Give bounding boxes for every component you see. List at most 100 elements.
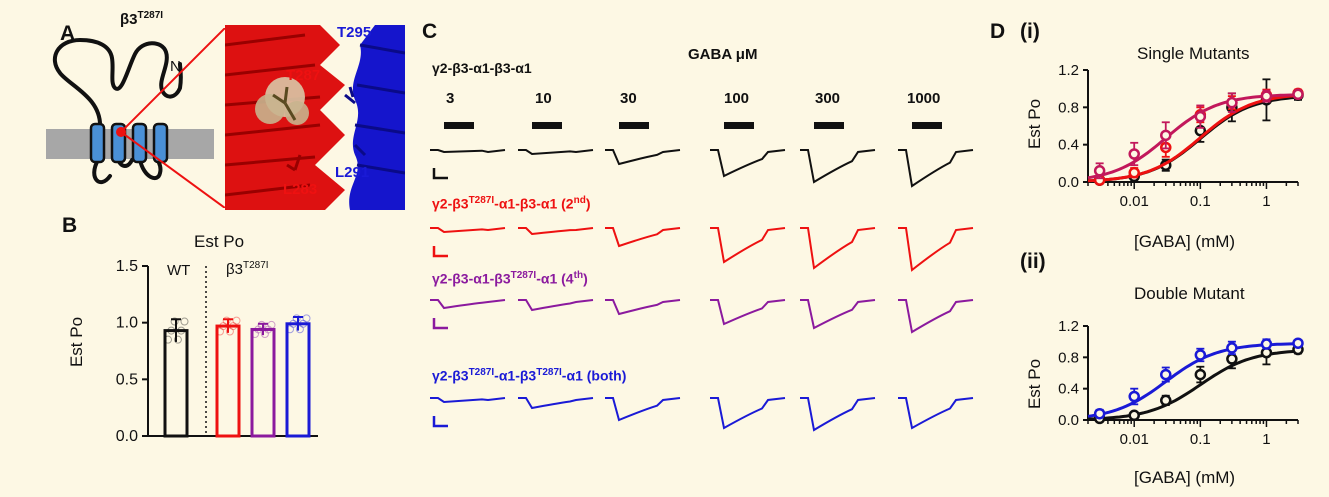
y-tick-label: 0.5 [116, 371, 138, 388]
x-tick-label: 0.01 [1120, 193, 1149, 210]
data-point [1160, 129, 1172, 142]
concentration-label: 30 [620, 90, 637, 107]
y-tick-label: 0.0 [116, 428, 138, 445]
current-trace [605, 299, 681, 316]
receptor-topology-diagram [46, 28, 225, 208]
concentration-label: 3 [446, 90, 455, 107]
current-trace [800, 227, 876, 270]
data-point [1194, 110, 1207, 123]
data-point [292, 314, 301, 323]
panel-label-c: C [422, 20, 438, 43]
current-trace [898, 227, 974, 272]
data-point [302, 314, 311, 323]
y-tick-label: 1.2 [1058, 320, 1079, 335]
current-trace [605, 227, 681, 248]
data-point [295, 325, 304, 334]
data-point [289, 319, 298, 328]
panel-a-title: β3T287I [120, 10, 164, 28]
current-trace [430, 397, 506, 404]
gaba-application-bar [814, 122, 844, 129]
y-tick-label: 0.4 [1058, 381, 1079, 398]
data-point [264, 325, 273, 334]
y-tick-label: 1.0 [116, 315, 138, 332]
x-tick-label: 0.01 [1120, 431, 1149, 448]
concentration-label: 10 [535, 90, 552, 107]
panel-label-d: D [990, 20, 1006, 43]
data-point [260, 330, 269, 338]
y-tick-label: 0.8 [1058, 349, 1079, 366]
scale-bar [432, 318, 448, 330]
data-point [177, 326, 186, 335]
chart-b-wt-label: WT [167, 262, 191, 279]
chart-b-title: Est Po [194, 232, 245, 251]
chart-b-bar-chart: 0.0 0.5 1.0 1.5 [116, 258, 318, 445]
data-point [225, 327, 234, 336]
y-tick-label: 0.4 [1058, 137, 1079, 154]
residue-label-t287: T287 [286, 67, 321, 84]
data-point [167, 326, 176, 335]
data-point [1128, 409, 1140, 422]
panel-label-b: B [62, 214, 78, 237]
chart-d-ii-title: Double Mutant [1134, 284, 1245, 303]
current-trace [710, 299, 786, 326]
current-trace [898, 397, 974, 430]
x-tick-label: 1 [1262, 193, 1270, 210]
data-point [216, 327, 224, 336]
current-trace [430, 299, 506, 310]
current-trace [710, 227, 786, 264]
gaba-application-bar [619, 122, 649, 129]
bar [285, 322, 311, 438]
data-point [1260, 90, 1273, 102]
current-trace [605, 397, 681, 422]
scale-bar [432, 246, 448, 258]
concentration-label: 1000 [907, 90, 941, 107]
gaba-application-bar [912, 122, 942, 129]
y-tick-label: 1.5 [116, 258, 138, 275]
data-point [1093, 165, 1106, 177]
data-point [173, 335, 182, 344]
x-tick-label: 1 [1262, 431, 1270, 448]
residue-label-l283: L283 [283, 181, 318, 198]
scale-bar [432, 168, 448, 180]
y-tick-label: 0.0 [1058, 412, 1079, 429]
data-point [1260, 338, 1273, 350]
data-point [267, 320, 276, 329]
data-point [232, 316, 241, 325]
residue-label-t295: T295 [337, 24, 372, 41]
data-point [1226, 96, 1238, 109]
panel-label-d-i: (i) [1020, 20, 1040, 43]
data-point [1194, 349, 1207, 361]
data-point [286, 325, 294, 334]
chart-d-i-xlabel: [GABA] (mM) [1134, 232, 1236, 251]
data-point [254, 325, 263, 334]
chart-d-ii-dose-response: 0.0 0.4 0.8 1.2 0.01 0.1 1 [1058, 320, 1304, 448]
bar [163, 329, 189, 438]
condition-label: γ2-β3T287I-α1-β3-α1 (2nd) [432, 195, 591, 212]
condition-label: γ2-β3T287I-α1-β3T287I-α1 (both) [432, 367, 627, 384]
n-terminus-label: N [170, 58, 181, 75]
data-point [1093, 407, 1106, 420]
data-point [1226, 353, 1238, 365]
current-trace [518, 227, 594, 236]
current-trace [518, 299, 594, 312]
current-trace [430, 227, 506, 234]
gaba-application-bar [444, 122, 474, 129]
chart-b-ylabel: Est Po [67, 316, 87, 368]
residue-label-l291: L291 [335, 164, 370, 181]
data-point [1128, 148, 1140, 160]
data-point [1292, 337, 1304, 349]
concentration-label: 100 [724, 90, 750, 107]
current-trace [710, 149, 786, 178]
current-trace [518, 149, 594, 156]
current-trace [898, 149, 974, 188]
data-point [164, 335, 172, 344]
panel-label-d-ii: (ii) [1020, 250, 1046, 273]
y-tick-label: 1.2 [1058, 62, 1079, 79]
bar [215, 324, 241, 438]
x-tick-label: 0.1 [1190, 193, 1211, 210]
gaba-application-bar [532, 122, 562, 129]
current-trace [898, 299, 974, 334]
data-point [1128, 166, 1140, 179]
current-traces [430, 122, 974, 432]
condition-label: γ2-β3-α1-β3-α1 [432, 60, 532, 76]
